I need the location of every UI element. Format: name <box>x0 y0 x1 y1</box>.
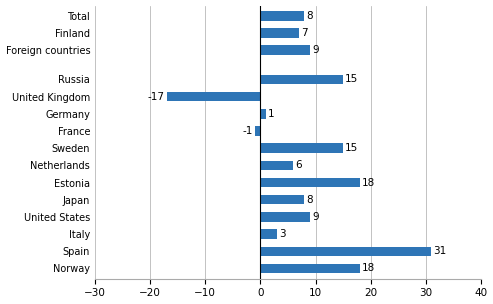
Text: 6: 6 <box>296 160 302 170</box>
Bar <box>167 92 260 101</box>
Text: -17: -17 <box>147 92 165 102</box>
Text: 1: 1 <box>268 109 275 119</box>
Text: 7: 7 <box>301 28 308 38</box>
Bar <box>260 109 266 119</box>
Bar <box>260 28 299 38</box>
Bar <box>260 75 343 84</box>
Bar <box>260 264 359 273</box>
Text: 15: 15 <box>345 143 358 153</box>
Bar <box>260 195 305 204</box>
Text: 8: 8 <box>307 11 314 21</box>
Bar <box>260 11 305 21</box>
Bar <box>260 212 310 222</box>
Bar <box>260 161 293 170</box>
Text: 8: 8 <box>307 195 314 205</box>
Bar <box>260 46 310 55</box>
Bar <box>255 126 260 136</box>
Bar <box>260 229 277 239</box>
Text: 3: 3 <box>279 229 286 239</box>
Text: 15: 15 <box>345 74 358 85</box>
Text: 18: 18 <box>362 178 375 188</box>
Bar <box>260 247 431 256</box>
Bar <box>260 178 359 187</box>
Text: -1: -1 <box>243 126 253 136</box>
Text: 9: 9 <box>312 45 319 55</box>
Bar <box>260 143 343 153</box>
Text: 31: 31 <box>433 246 447 256</box>
Text: 18: 18 <box>362 263 375 273</box>
Text: 9: 9 <box>312 212 319 222</box>
